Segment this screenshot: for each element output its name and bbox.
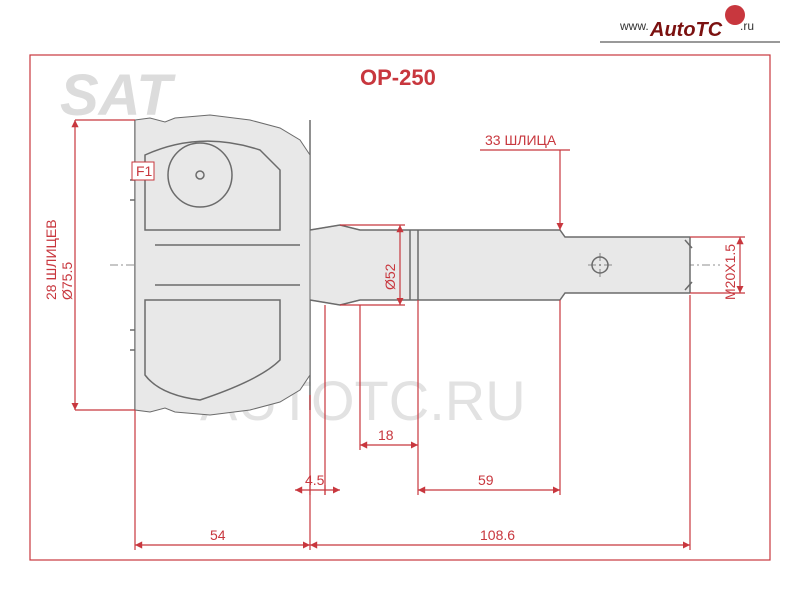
url-main: AutoTC — [649, 19, 723, 41]
svg-text:54: 54 — [210, 527, 226, 543]
url-block: www. AutoTC .ru — [600, 5, 780, 42]
f1-label: F1 — [132, 162, 154, 180]
svg-text:108.6: 108.6 — [480, 527, 515, 543]
svg-text:59: 59 — [478, 472, 494, 488]
shaft — [310, 225, 692, 305]
dim-59: 59 — [418, 450, 560, 495]
splines-right-label: 33 ШЛИЦА — [480, 132, 570, 230]
url-dot — [725, 5, 745, 25]
splines-left-text: 28 ШЛИЦЕВ — [43, 219, 59, 300]
drawing-canvas: AUTOTC.RU www. AutoTC .ru OP-250 — [0, 0, 800, 600]
thread-dim: M20X1.5 — [690, 237, 745, 300]
dim-54: 54 — [135, 527, 310, 545]
dim-108: 108.6 — [310, 527, 690, 545]
dim-4-5: 4.5 — [295, 472, 340, 495]
svg-text:4.5: 4.5 — [305, 472, 325, 488]
cv-housing — [130, 115, 310, 415]
sat-logo: SAT — [60, 63, 176, 128]
svg-text:F1: F1 — [136, 163, 153, 179]
d75-text: Ø75.5 — [59, 262, 75, 300]
svg-text:18: 18 — [378, 427, 394, 443]
svg-text:33 ШЛИЦА: 33 ШЛИЦА — [485, 132, 557, 148]
url-prefix: www. — [619, 19, 649, 33]
svg-text:Ø52: Ø52 — [382, 263, 398, 290]
svg-text:M20X1.5: M20X1.5 — [722, 244, 738, 300]
part-title: OP-250 — [360, 65, 436, 90]
